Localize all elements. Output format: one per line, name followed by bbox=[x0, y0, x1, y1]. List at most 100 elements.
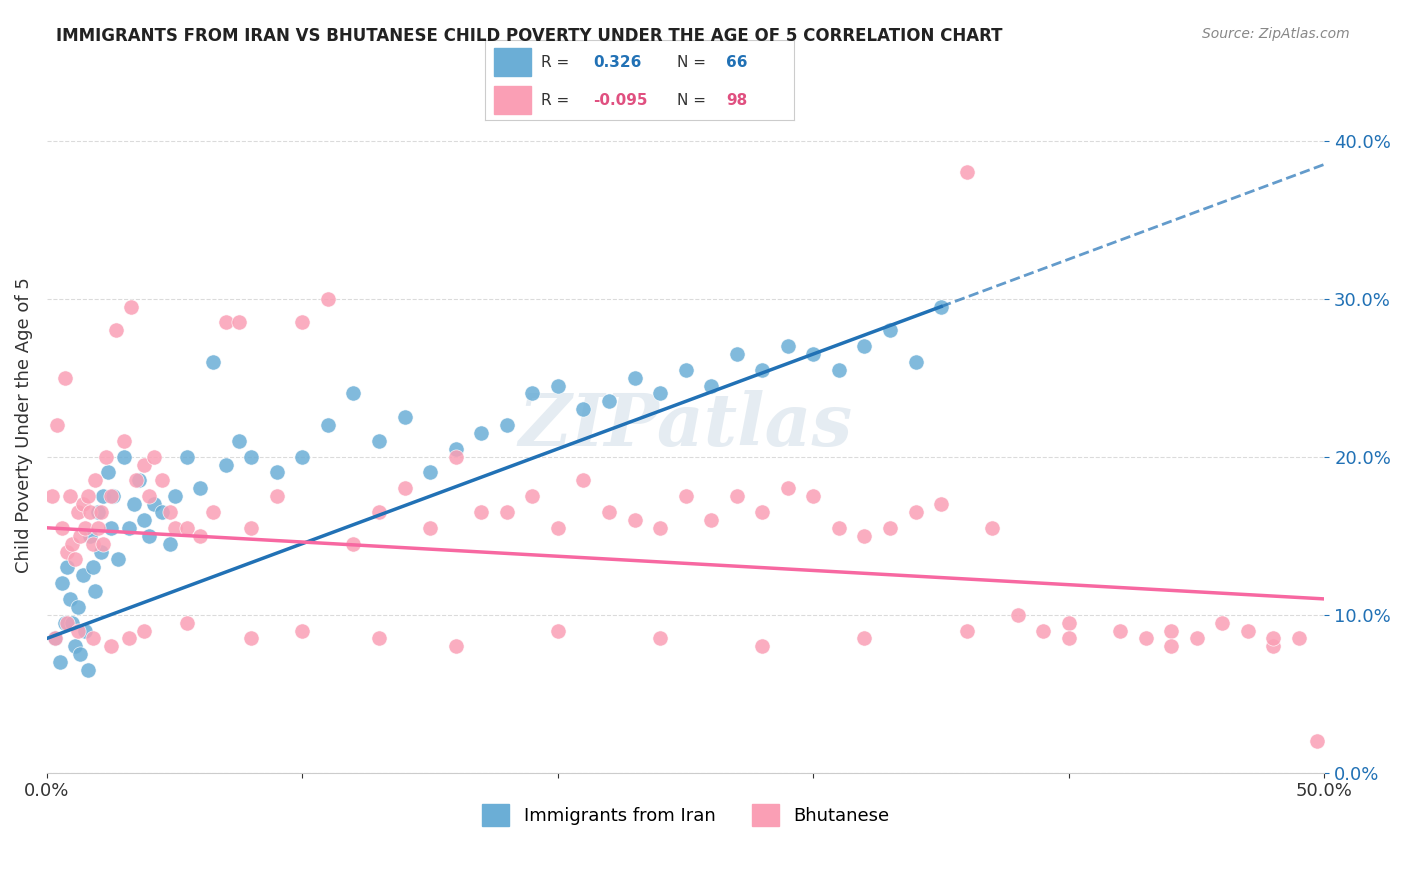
Text: ZIPatlas: ZIPatlas bbox=[519, 390, 852, 460]
Point bbox=[828, 363, 851, 377]
Point bbox=[56, 544, 79, 558]
Point bbox=[700, 378, 723, 392]
Point bbox=[394, 410, 416, 425]
Point bbox=[368, 632, 391, 646]
Point bbox=[53, 370, 76, 384]
Point bbox=[470, 425, 492, 440]
Point bbox=[51, 576, 73, 591]
Point bbox=[176, 521, 198, 535]
Point bbox=[522, 386, 544, 401]
Text: 0.326: 0.326 bbox=[593, 55, 641, 70]
Point bbox=[751, 363, 773, 377]
Point bbox=[112, 450, 135, 464]
Point bbox=[56, 560, 79, 574]
Point bbox=[929, 497, 952, 511]
Point bbox=[150, 474, 173, 488]
Point bbox=[1263, 632, 1285, 646]
Point bbox=[929, 300, 952, 314]
Point bbox=[143, 497, 166, 511]
Point bbox=[48, 655, 70, 669]
Point bbox=[91, 489, 114, 503]
Point bbox=[103, 489, 125, 503]
Point bbox=[291, 315, 314, 329]
Point bbox=[59, 591, 82, 606]
Point bbox=[90, 505, 112, 519]
Point bbox=[163, 489, 186, 503]
Point bbox=[648, 521, 671, 535]
Point bbox=[598, 505, 620, 519]
Point bbox=[76, 663, 98, 677]
Point bbox=[1007, 607, 1029, 622]
Point bbox=[879, 521, 901, 535]
Point bbox=[853, 529, 876, 543]
Point bbox=[132, 513, 155, 527]
Point bbox=[751, 640, 773, 654]
Point bbox=[342, 386, 364, 401]
Point bbox=[572, 402, 595, 417]
Point bbox=[1160, 640, 1182, 654]
Point bbox=[66, 624, 89, 638]
Point bbox=[1211, 615, 1233, 630]
Point bbox=[159, 536, 181, 550]
Point bbox=[956, 624, 979, 638]
Point bbox=[82, 632, 104, 646]
Point bbox=[419, 466, 441, 480]
Point bbox=[228, 434, 250, 448]
Point bbox=[176, 450, 198, 464]
Point bbox=[59, 489, 82, 503]
Point bbox=[1109, 624, 1132, 638]
Point bbox=[63, 552, 86, 566]
Point bbox=[201, 505, 224, 519]
Point bbox=[87, 505, 110, 519]
Point bbox=[76, 489, 98, 503]
Point bbox=[62, 536, 84, 550]
Point bbox=[69, 647, 91, 661]
Point bbox=[879, 323, 901, 337]
Point bbox=[572, 474, 595, 488]
Point bbox=[159, 505, 181, 519]
Point bbox=[444, 450, 467, 464]
Text: N =: N = bbox=[676, 55, 710, 70]
Point bbox=[598, 394, 620, 409]
Point bbox=[51, 521, 73, 535]
Point bbox=[291, 624, 314, 638]
Point bbox=[138, 489, 160, 503]
Point bbox=[132, 624, 155, 638]
Point bbox=[100, 640, 122, 654]
Text: IMMIGRANTS FROM IRAN VS BHUTANESE CHILD POVERTY UNDER THE AGE OF 5 CORRELATION C: IMMIGRANTS FROM IRAN VS BHUTANESE CHILD … bbox=[56, 27, 1002, 45]
Point bbox=[66, 599, 89, 614]
Point bbox=[100, 521, 122, 535]
Point bbox=[1135, 632, 1157, 646]
Text: -0.095: -0.095 bbox=[593, 93, 648, 108]
Point bbox=[725, 489, 748, 503]
Point bbox=[84, 474, 107, 488]
Point bbox=[1306, 734, 1329, 748]
Point bbox=[82, 536, 104, 550]
Point bbox=[215, 315, 238, 329]
Point bbox=[444, 442, 467, 456]
Point bbox=[228, 315, 250, 329]
Point bbox=[72, 568, 94, 582]
Point bbox=[547, 624, 569, 638]
Point bbox=[700, 513, 723, 527]
Point bbox=[751, 505, 773, 519]
Point bbox=[90, 544, 112, 558]
Point bbox=[41, 489, 63, 503]
Y-axis label: Child Poverty Under the Age of 5: Child Poverty Under the Age of 5 bbox=[15, 277, 32, 573]
Point bbox=[368, 505, 391, 519]
Legend: Immigrants from Iran, Bhutanese: Immigrants from Iran, Bhutanese bbox=[475, 797, 897, 833]
Point bbox=[316, 418, 339, 433]
Point bbox=[547, 378, 569, 392]
Point bbox=[118, 521, 141, 535]
Point bbox=[46, 418, 69, 433]
Point bbox=[981, 521, 1004, 535]
Point bbox=[240, 632, 263, 646]
Point bbox=[176, 615, 198, 630]
Point bbox=[72, 497, 94, 511]
Point bbox=[1185, 632, 1208, 646]
Point bbox=[470, 505, 492, 519]
Point bbox=[444, 640, 467, 654]
Point bbox=[648, 632, 671, 646]
Point bbox=[143, 450, 166, 464]
Point bbox=[1160, 624, 1182, 638]
